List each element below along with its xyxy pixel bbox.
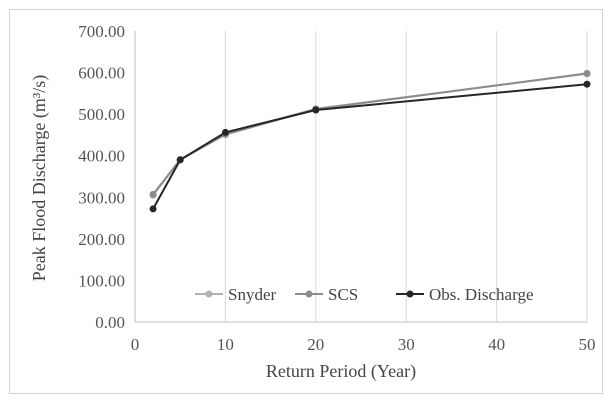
data-point-obs-discharge [312,106,320,114]
y-tick-label: 200.00 [78,230,125,249]
gridlines [224,31,588,322]
series-obs-discharge [149,80,591,213]
data-point-obs-discharge [221,128,229,136]
legend-item-obs-discharge: Obs. Discharge [396,285,534,304]
x-tick-label: 20 [307,335,324,354]
series-line-snyder [152,72,588,196]
y-tick-label: 600.00 [78,64,125,83]
axes [134,31,587,323]
x-tick-label: 40 [488,335,505,354]
y-tick-label: 400.00 [78,147,125,166]
series-line-scs [152,72,588,196]
data-point-obs-discharge [583,80,591,88]
y-tick-label: 100.00 [78,271,125,290]
data-point-scs [149,190,157,198]
y-tick-label: 0.00 [95,313,125,332]
y-tick-label: 500.00 [78,105,125,124]
x-tick-label: 50 [579,335,596,354]
x-tick-label: 0 [131,335,140,354]
y-tick-label: 700.00 [78,22,125,41]
series-scs [149,69,591,198]
legend-label: Snyder [228,285,277,304]
y-tick-labels: 0.00 100.00 200.00 300.00 400.00 500.00 600.00… [78,22,125,332]
data-point-scs [583,69,591,77]
legend-label: Obs. Discharge [429,285,534,304]
series-lines [149,69,591,213]
y-axis-title: Peak Flood Discharge (m³/s) [29,75,50,282]
x-axis-title: Return Period (Year) [266,361,416,382]
y-tick-label: 300.00 [78,188,125,207]
legend-label: SCS [328,285,358,304]
legend-swatch-marker [406,290,414,298]
x-tick-label: 30 [398,335,415,354]
data-point-obs-discharge [176,156,184,164]
legend-swatch-marker [305,290,313,298]
legend-swatch-marker [205,290,213,298]
legend-item-scs: SCS [295,285,358,304]
x-tick-label: 10 [217,335,234,354]
chart-frame [9,9,603,394]
legend: Snyder SCS Obs. Discharge [195,285,534,304]
x-tick-labels: 0 10 20 30 40 50 [131,335,596,354]
legend-item-snyder: Snyder [195,285,277,304]
data-point-obs-discharge [149,205,157,213]
